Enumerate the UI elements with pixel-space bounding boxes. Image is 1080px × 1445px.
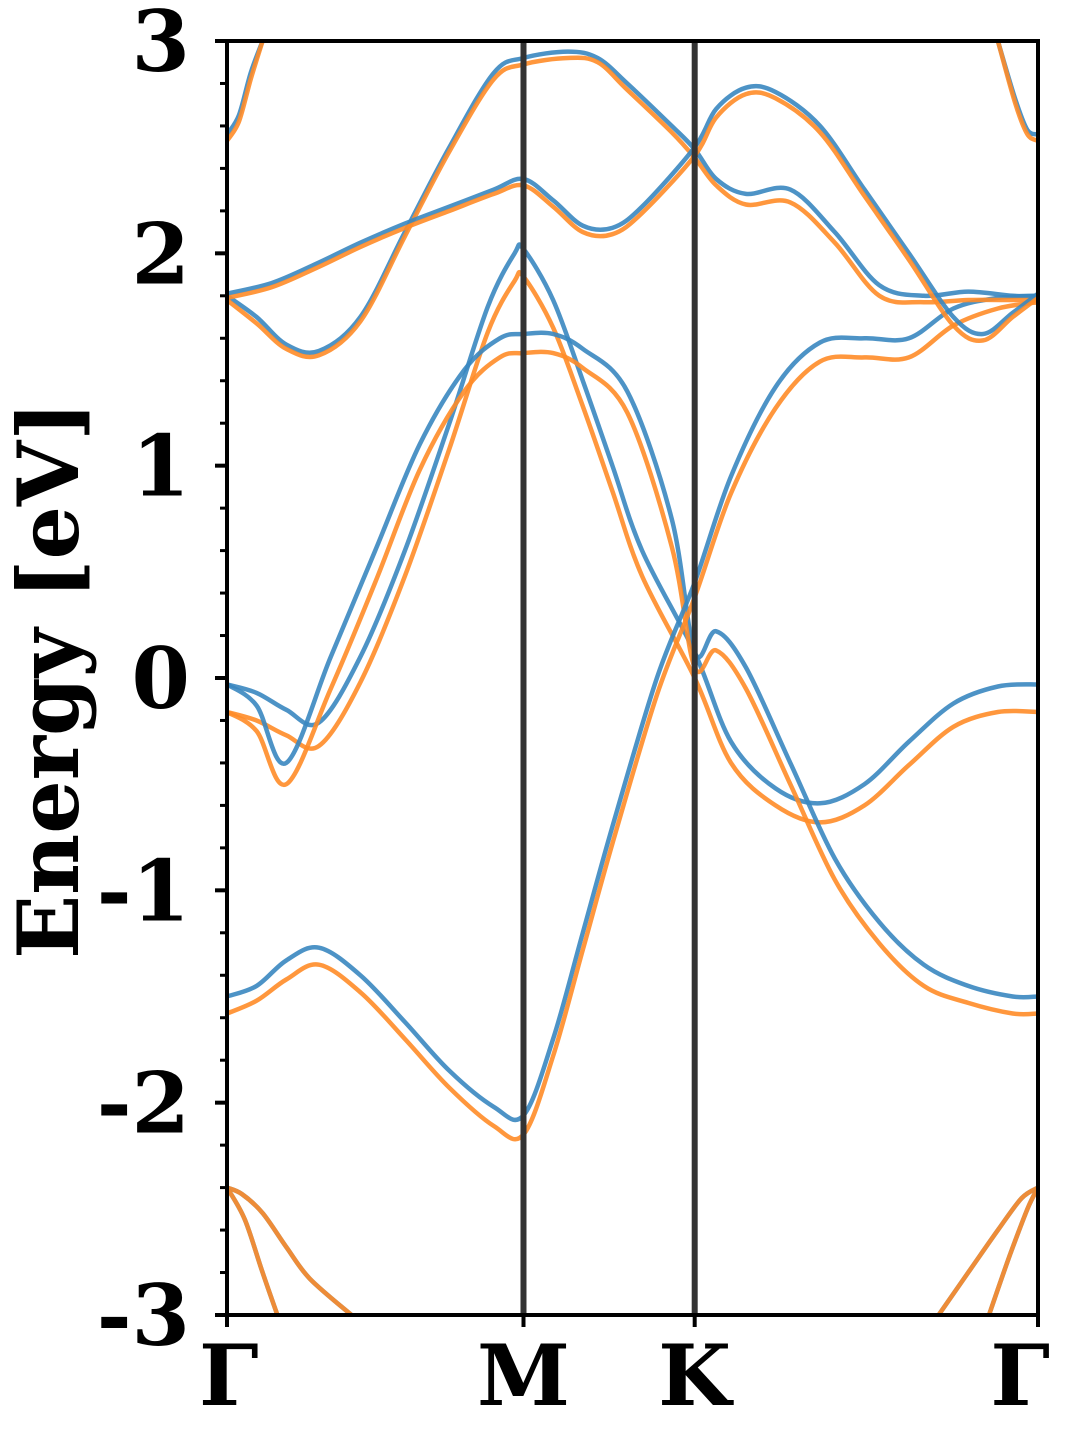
y-tick-label-1: 2 [132,204,190,303]
x-tick-label-3: Γ [990,1326,1050,1425]
band-line-orange-5 [227,299,1038,1142]
y-tick-label-0: 3 [132,0,190,91]
band-line-orange-7 [227,55,1038,360]
high-symmetry-lines [520,41,698,1315]
band-line-orange-17 [227,1185,280,1315]
y-tick-label-5: -2 [97,1054,190,1153]
band-line-blue-0 [227,242,1038,806]
band-line-orange-15 [227,1185,354,1315]
band-line-orange-19 [936,1185,1038,1315]
y-tick-label-3: 0 [132,629,190,728]
band-line-blue-4 [227,293,1038,1123]
band-line-blue-6 [227,49,1038,355]
band-line-orange-3 [227,349,1038,1017]
band-line-orange-1 [227,269,1038,825]
y-tick-label-2: 1 [132,417,190,516]
x-tick-label-0: Γ [199,1326,259,1425]
band-line-orange-13 [995,41,1038,144]
y-axis-label: Energy [eV] [0,401,98,959]
band-line-orange-9 [227,90,1038,343]
series-layer [227,41,1038,1315]
y-tick-label-6: -3 [97,1266,190,1365]
x-tick-label-1: M [477,1326,570,1425]
y-tick-label-4: -1 [97,841,190,940]
x-tick-label-2: K [658,1326,734,1425]
band-line-blue-8 [227,83,1038,337]
band-line-orange-11 [227,41,265,144]
band-line-blue-2 [227,330,1038,1000]
band-line-orange-21 [986,1185,1038,1315]
